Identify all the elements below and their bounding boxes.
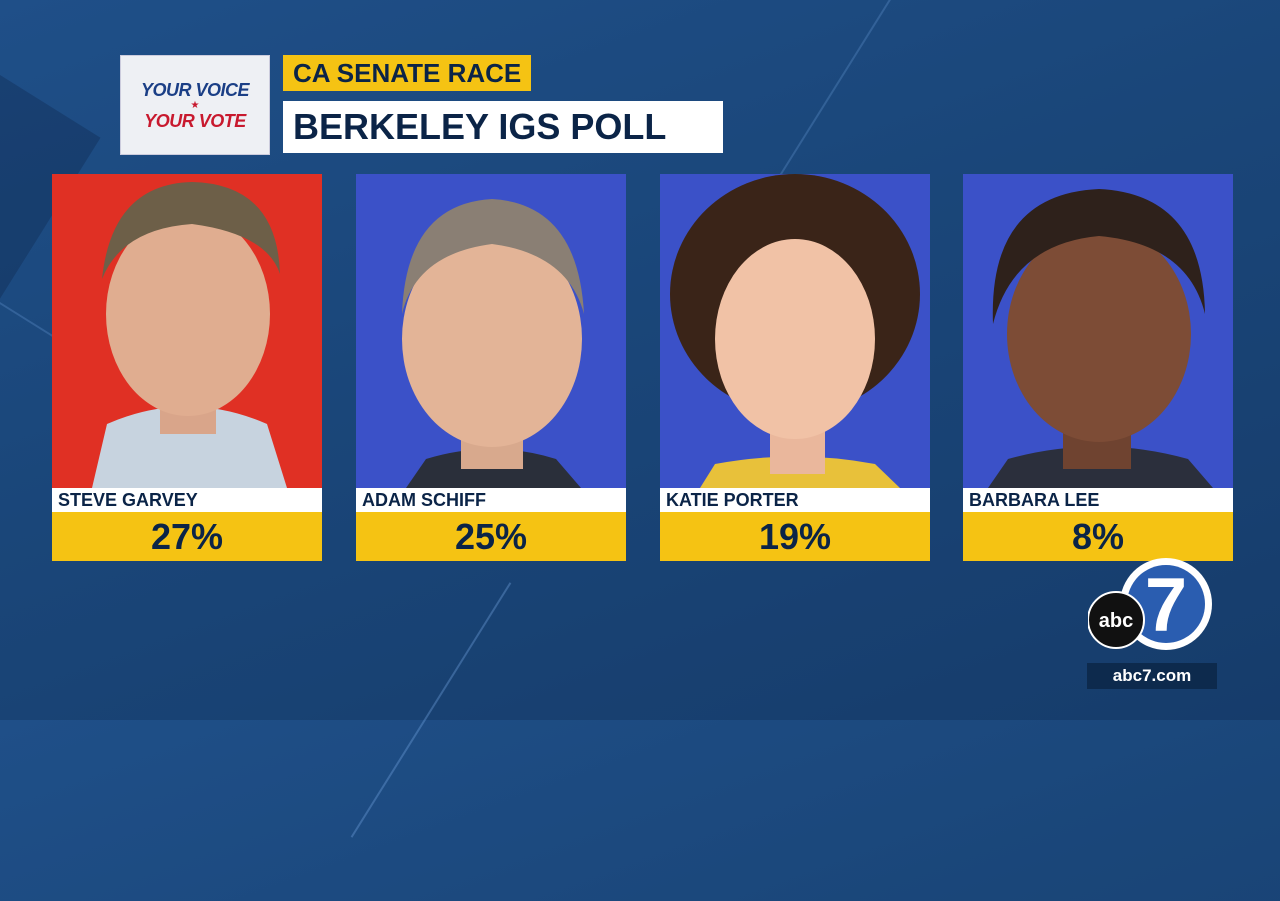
abc7-logo: 7 abc bbox=[1087, 556, 1214, 656]
candidate-percent: 25% bbox=[356, 512, 626, 561]
poll-title: BERKELEY IGS POLL bbox=[283, 101, 723, 153]
candidate-percent: 19% bbox=[660, 512, 930, 561]
candidate-photo bbox=[52, 174, 322, 488]
candidate-name: ADAM SCHIFF bbox=[356, 488, 626, 512]
candidate-photo bbox=[963, 174, 1233, 488]
your-voice-your-vote-logo: YOUR VOICE ★ YOUR VOTE bbox=[120, 55, 270, 155]
race-label: CA SENATE RACE bbox=[283, 55, 532, 91]
channel-number: 7 bbox=[1145, 563, 1187, 648]
logo-line-2: YOUR VOTE bbox=[144, 110, 246, 131]
background-line bbox=[350, 582, 512, 838]
station-website: abc7.com bbox=[1087, 663, 1217, 689]
candidate-photo bbox=[356, 174, 626, 488]
logo-line-1: YOUR VOICE bbox=[140, 79, 250, 100]
candidate-card: KATIE PORTER 19% bbox=[660, 174, 930, 561]
abc-logo-text: abc bbox=[1099, 610, 1133, 632]
candidate-name: STEVE GARVEY bbox=[52, 488, 322, 512]
candidate-card: BARBARA LEE 8% bbox=[963, 174, 1233, 561]
candidate-name: BARBARA LEE bbox=[963, 488, 1233, 512]
star-icon: ★ bbox=[190, 99, 200, 111]
candidate-name: KATIE PORTER bbox=[660, 488, 930, 512]
candidate-card: STEVE GARVEY 27% bbox=[52, 174, 322, 561]
candidate-percent: 27% bbox=[52, 512, 322, 561]
candidate-photo bbox=[660, 174, 930, 488]
candidate-percent: 8% bbox=[963, 512, 1233, 561]
candidate-card: ADAM SCHIFF 25% bbox=[356, 174, 626, 561]
